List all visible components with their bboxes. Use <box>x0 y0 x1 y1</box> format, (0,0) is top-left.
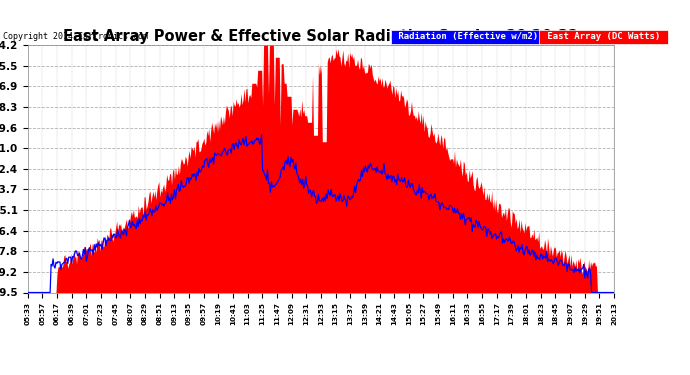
Title: East Array Power & Effective Solar Radiation Sun Jun 29 20:32: East Array Power & Effective Solar Radia… <box>63 29 578 44</box>
Text: East Array (DC Watts): East Array (DC Watts) <box>542 32 665 41</box>
Text: Copyright 2014 Cartronics.com: Copyright 2014 Cartronics.com <box>3 32 148 41</box>
Text: Radiation (Effective w/m2): Radiation (Effective w/m2) <box>393 32 544 41</box>
